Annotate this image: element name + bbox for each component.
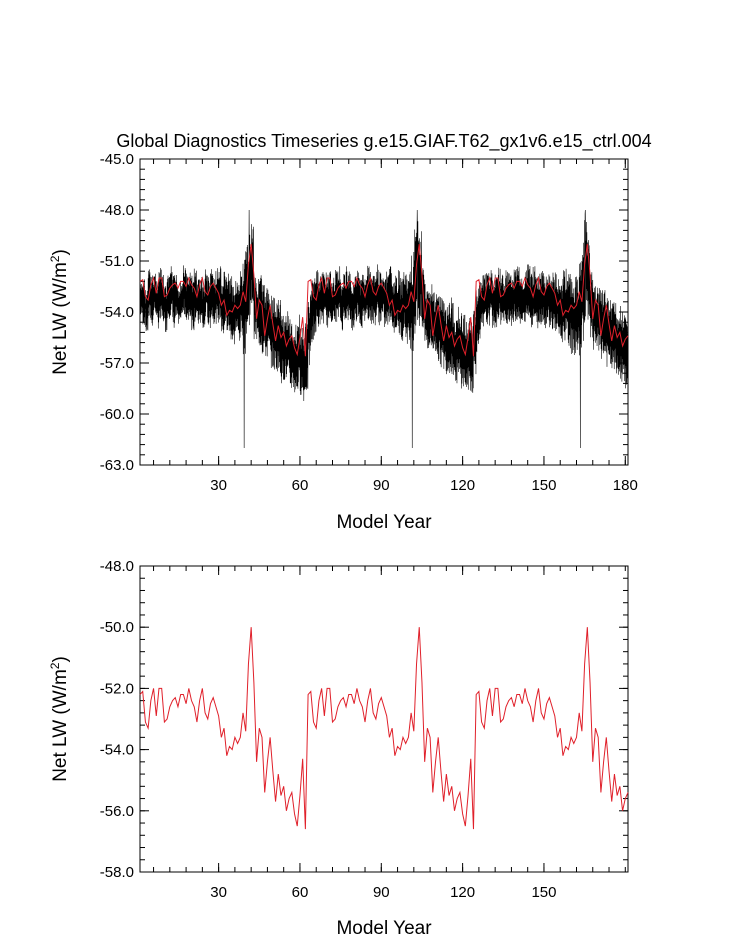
- top-ytick-label: -63.0: [100, 457, 134, 474]
- bottom-ytick-label: -54.0: [100, 742, 134, 759]
- bottom-ytick-label: -50.0: [100, 619, 134, 636]
- top-ytick-label: -57.0: [100, 355, 134, 372]
- top-ytick-label: -51.0: [100, 253, 134, 270]
- bottom-x-axis: 30 60 90 120 150: [153, 566, 626, 901]
- bottom-ytick-label: -56.0: [100, 803, 134, 820]
- bottom-y-axis: -58.0 -56.0 -54.0 -52.0 -50.0 -48.0: [100, 558, 628, 881]
- series-line-annual-top: [139, 243, 629, 357]
- top-ytick-label: -48.0: [100, 202, 134, 219]
- top-y-axis-title: Net LW (W/m2): [48, 249, 71, 375]
- series-line-monthly: [139, 209, 629, 449]
- top-ytick-label: -45.0: [100, 151, 134, 168]
- figure-title: Global Diagnostics Timeseries g.e15.GIAF…: [116, 131, 651, 152]
- top-xtick-label: 90: [373, 477, 390, 494]
- top-y-axis: -63.0 -60.0 -57.0 -54.0 -51.0 -48.0 -45.0: [100, 151, 628, 474]
- top-xtick-label: 30: [210, 477, 227, 494]
- bottom-xtick-label: 150: [531, 884, 556, 901]
- bottom-plot-frame: [139, 565, 629, 873]
- bottom-xtick-label: 30: [210, 884, 227, 901]
- bottom-ytick-label: -58.0: [100, 864, 134, 881]
- bottom-ytick-label: -48.0: [100, 558, 134, 575]
- bottom-plot-area: [139, 627, 629, 830]
- top-ytick-label: -60.0: [100, 406, 134, 423]
- top-xtick-label: 60: [292, 477, 309, 494]
- bottom-y-axis-title: Net LW (W/m2): [48, 656, 71, 782]
- top-xtick-label: 180: [613, 477, 638, 494]
- top-x-axis: 30 60 90 120 150 180: [153, 159, 638, 494]
- bottom-panel: -58.0 -56.0 -54.0 -52.0 -50.0 -48.0 30 60 90 120…: [48, 558, 629, 939]
- bottom-xtick-label: 120: [450, 884, 475, 901]
- bottom-ytick-label: -52.0: [100, 680, 134, 697]
- bottom-x-axis-title: Model Year: [336, 918, 432, 939]
- bottom-xtick-label: 60: [292, 884, 309, 901]
- top-xtick-label: 150: [531, 477, 556, 494]
- top-panel: -63.0 -60.0 -57.0 -54.0 -51.0 -48.0 -45.0 30 60…: [48, 151, 638, 533]
- top-xtick-label: 120: [450, 477, 475, 494]
- top-x-axis-title: Model Year: [336, 512, 432, 533]
- top-plot-area: [139, 209, 629, 449]
- series-line-annual: [139, 627, 629, 830]
- top-ytick-label: -54.0: [100, 304, 134, 321]
- bottom-xtick-label: 90: [373, 884, 390, 901]
